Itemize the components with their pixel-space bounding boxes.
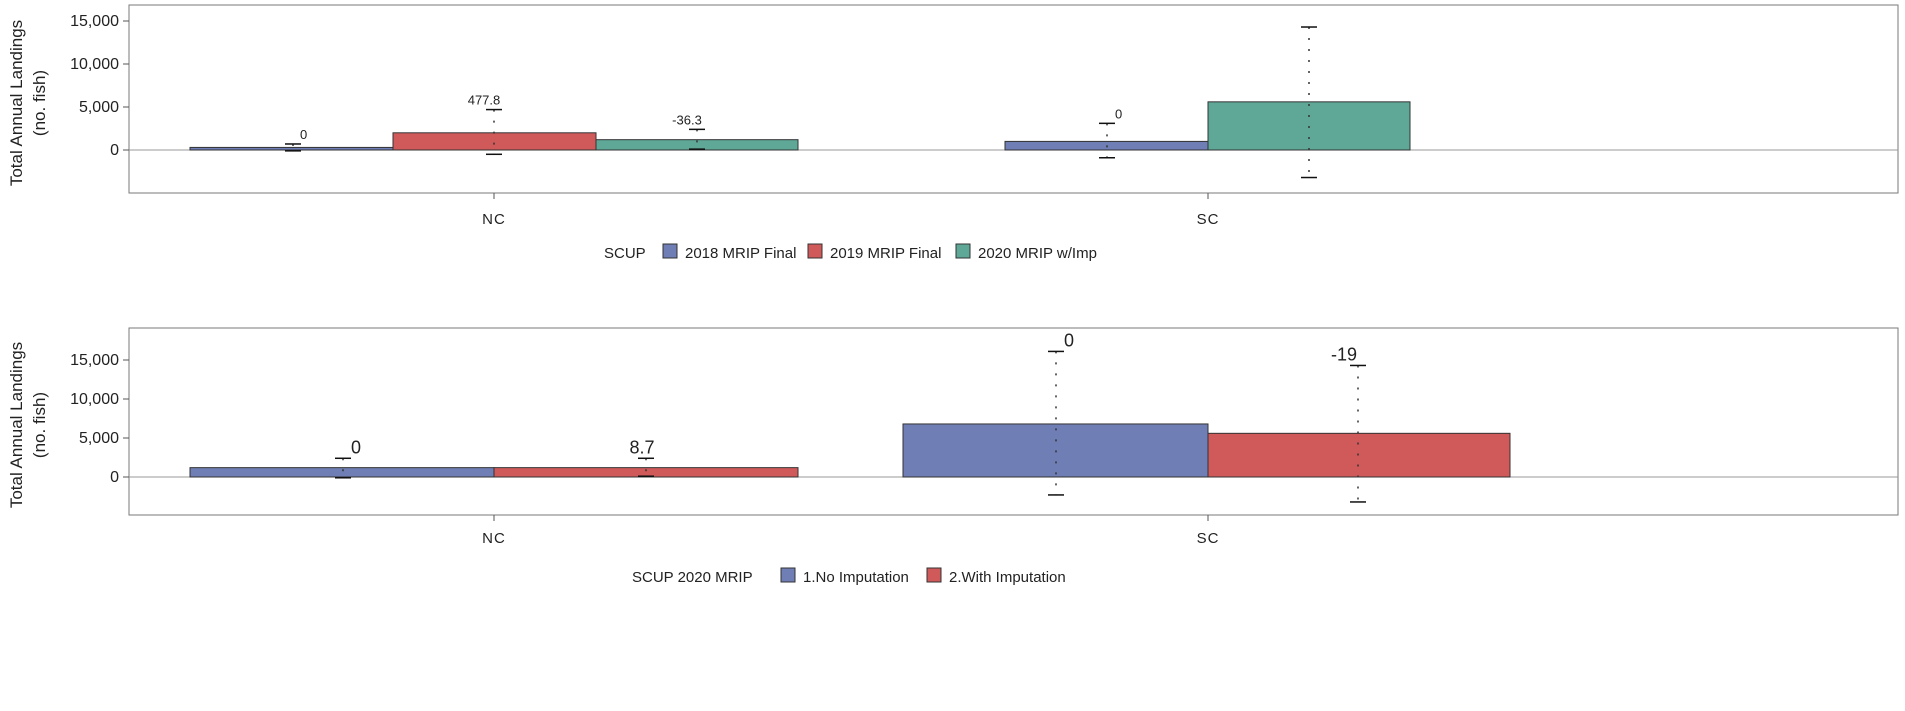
x-tick-label: NC [482,211,506,228]
bar [595,139,799,151]
plot-frame [128,4,1899,194]
bar [493,467,799,478]
legend-title: SCUP 2020 MRIP [632,569,753,586]
data-label: 0 [351,437,361,457]
y-axis-label-unit: (no. fish) [30,70,49,136]
y-tick-label: 10,000 [70,391,119,408]
legend-swatch [662,243,678,259]
y-tick-label: 5,000 [79,99,119,116]
x-tick-label: SC [1197,530,1220,547]
y-axis-label-unit: (no. fish) [30,392,49,458]
bar [1207,101,1411,151]
legend-swatch [926,567,942,583]
legend-entry: 2020 MRIP w/Imp [978,245,1097,262]
y-tick-label: 0 [110,469,119,486]
y-axis-label: Total Annual Landings [7,20,26,186]
y-tick-label: 15,000 [70,13,119,30]
legend-title: SCUP [604,245,646,262]
y-tick-label: 0 [110,142,119,159]
data-label: 0 [1064,330,1074,350]
legend-entry: 1.No Imputation [803,569,909,586]
bar [1207,432,1511,478]
bar [189,467,495,478]
data-label: 0 [300,127,307,142]
y-axis-label: Total Annual Landings [7,342,26,508]
legend-swatch [955,243,971,259]
chart-bottom: 0 5,000 10,000 15,000 Total Annual Landings(… [7,327,1899,586]
data-label: -36.3 [672,112,702,127]
legend-swatch [780,567,796,583]
data-label: -19 [1331,344,1357,364]
bar [189,146,395,151]
chart-top: 0 5,000 10,000 15,000 Total Annual Landings(… [7,4,1899,262]
legend-entry: 2019 MRIP Final [830,245,941,262]
y-tick-label: 5,000 [79,430,119,447]
plot-frame [128,327,1899,516]
x-tick-label: SC [1197,211,1220,228]
legend-entry: 2018 MRIP Final [685,245,796,262]
bar [392,132,597,151]
x-tick-label: NC [482,530,506,547]
legend-swatch [807,243,823,259]
y-tick-label: 10,000 [70,56,119,73]
data-label: 8.7 [629,437,654,457]
legend-entry: 2.With Imputation [949,569,1066,586]
y-tick-label: 15,000 [70,352,119,369]
data-label: 0 [1115,106,1122,121]
data-label: 477.8 [468,93,501,108]
